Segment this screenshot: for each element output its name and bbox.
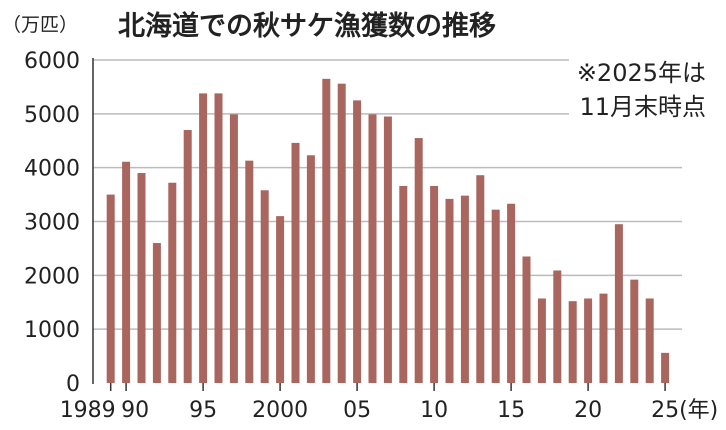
bar-2010 [430, 185, 439, 383]
chart-note: ※2025年は 11月末時点 [568, 56, 706, 124]
bar-2009 [414, 138, 423, 383]
x-tick-label: 20 [574, 398, 602, 423]
x-tick-label: 15 [497, 398, 525, 423]
x-tick-label: 05 [343, 398, 371, 423]
bar-2024 [645, 298, 654, 383]
bar-2025 [661, 352, 670, 383]
bar-1992 [152, 243, 161, 383]
bar-1997 [229, 114, 238, 383]
bar-1996 [214, 93, 223, 384]
y-tick-label: 6000 [24, 49, 80, 74]
bar-2008 [399, 185, 408, 383]
bar-2014 [491, 209, 500, 383]
bar-2022 [614, 224, 623, 383]
y-tick-label: 5000 [24, 103, 80, 128]
bar-1998 [245, 160, 254, 383]
bar-1995 [199, 93, 208, 384]
bar-2011 [445, 198, 454, 383]
note-line-1: ※2025年は [576, 59, 706, 87]
chart-title: 北海道での秋サケ漁獲数の推移 [118, 11, 496, 42]
y-tick-label: 2000 [24, 264, 80, 289]
y-tick-label: 4000 [24, 157, 80, 182]
x-tick-label: 25 [651, 398, 679, 423]
bar-2005 [353, 100, 362, 383]
bar-2003 [322, 78, 331, 383]
bar-1993 [168, 182, 177, 383]
bar-1990 [122, 161, 131, 383]
x-tick-label: 2000 [252, 398, 308, 423]
bar-2007 [383, 116, 392, 384]
bar-2002 [306, 155, 315, 383]
y-axis-unit-label: （万匹） [2, 14, 79, 36]
bar-2018 [553, 270, 562, 383]
x-tick-label: 1989 [60, 398, 116, 423]
x-tick-label: 95 [189, 398, 217, 423]
bar-2001 [291, 142, 300, 383]
x-tick-label: 90 [121, 398, 149, 423]
bar-2000 [276, 216, 285, 383]
bar-1999 [260, 190, 269, 383]
bar-2016 [522, 256, 531, 383]
bar-2006 [368, 114, 377, 383]
bar-1994 [183, 129, 192, 383]
bar-2004 [337, 83, 346, 383]
bar-2019 [568, 301, 577, 383]
x-axis-unit-label: (年) [679, 398, 718, 423]
bar-2012 [460, 195, 469, 383]
bar-2023 [630, 279, 639, 383]
y-tick-label: 0 [66, 372, 80, 397]
note-line-2: 11月末時点 [579, 93, 706, 121]
x-tick-label: 10 [420, 398, 448, 423]
bar-2015 [507, 203, 516, 383]
bar-2021 [599, 293, 608, 383]
y-tick-label: 3000 [24, 211, 80, 236]
bar-1989 [106, 194, 115, 383]
y-tick-label: 1000 [24, 318, 80, 343]
bar-2017 [537, 298, 546, 383]
bar-1991 [137, 173, 146, 383]
bar-2020 [584, 298, 593, 383]
bar-2013 [476, 175, 485, 383]
